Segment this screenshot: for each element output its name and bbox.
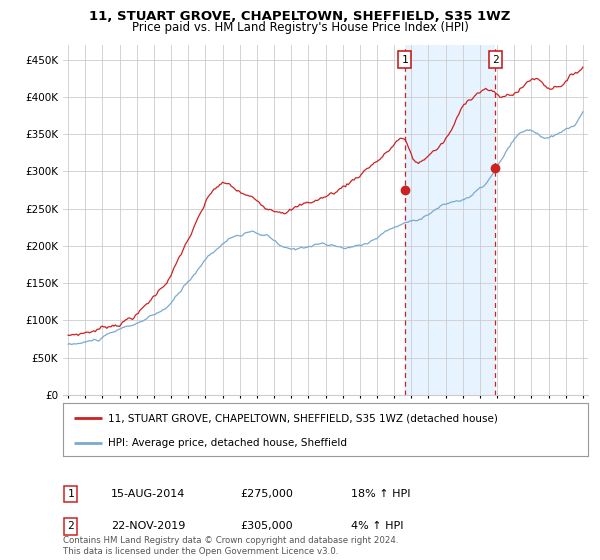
Text: £305,000: £305,000 [240, 521, 293, 531]
Text: Price paid vs. HM Land Registry's House Price Index (HPI): Price paid vs. HM Land Registry's House … [131, 21, 469, 34]
Text: 15-AUG-2014: 15-AUG-2014 [111, 489, 185, 499]
Text: 4% ↑ HPI: 4% ↑ HPI [351, 521, 404, 531]
Text: 11, STUART GROVE, CHAPELTOWN, SHEFFIELD, S35 1WZ: 11, STUART GROVE, CHAPELTOWN, SHEFFIELD,… [89, 10, 511, 23]
Text: 1: 1 [67, 489, 74, 499]
Text: 18% ↑ HPI: 18% ↑ HPI [351, 489, 410, 499]
Bar [405, 45, 496, 395]
Text: 1: 1 [401, 55, 408, 65]
Text: HPI: Average price, detached house, Sheffield: HPI: Average price, detached house, Shef… [107, 438, 347, 448]
Text: Contains HM Land Registry data © Crown copyright and database right 2024.
This d: Contains HM Land Registry data © Crown c… [63, 536, 398, 556]
Text: 2: 2 [492, 55, 499, 65]
Text: 11, STUART GROVE, CHAPELTOWN, SHEFFIELD, S35 1WZ (detached house): 11, STUART GROVE, CHAPELTOWN, SHEFFIELD,… [107, 413, 497, 423]
Text: 22-NOV-2019: 22-NOV-2019 [111, 521, 185, 531]
Text: 2: 2 [67, 521, 74, 531]
Text: £275,000: £275,000 [240, 489, 293, 499]
